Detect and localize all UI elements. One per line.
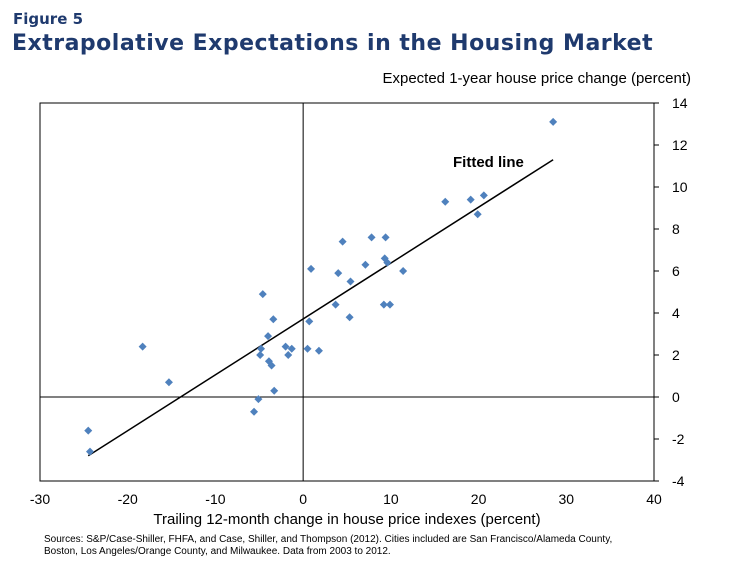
data-point — [367, 233, 376, 242]
data-point — [361, 260, 370, 269]
data-point — [257, 344, 266, 353]
data-point — [479, 191, 488, 200]
data-point — [305, 317, 314, 326]
data-point — [281, 342, 290, 351]
data-point — [164, 378, 173, 387]
x-tick-label: -10 — [205, 491, 225, 507]
data-point — [441, 197, 450, 206]
y-tick-label: 4 — [672, 305, 680, 321]
data-point — [258, 290, 267, 299]
x-tick-label: 40 — [646, 491, 662, 507]
data-point — [399, 267, 408, 275]
axes-layer — [40, 103, 654, 481]
data-point — [466, 195, 475, 204]
data-point — [338, 237, 347, 246]
y-tick-label: 10 — [672, 179, 688, 195]
data-point — [269, 315, 278, 324]
x-tick-label: 20 — [471, 491, 487, 507]
figure-label: Figure 5 — [13, 10, 84, 28]
data-point — [383, 258, 392, 267]
data-point — [284, 351, 293, 359]
data-point — [264, 332, 273, 341]
data-point — [385, 300, 394, 309]
fitted-line-annotation: Fitted line — [453, 154, 524, 171]
x-tick-label: -20 — [118, 491, 138, 507]
x-axis-label: Trailing 12-month change in house price … — [153, 511, 540, 528]
x-tick-label: 30 — [558, 491, 574, 507]
y-tick-label: 14 — [672, 95, 688, 111]
data-point — [314, 346, 323, 355]
y-tick-label: -2 — [672, 431, 685, 447]
data-point — [270, 386, 279, 395]
data-point — [307, 264, 316, 273]
y-tick-label: 12 — [672, 137, 688, 153]
data-point — [85, 447, 94, 456]
x-tick-label: 0 — [299, 491, 307, 507]
y-tick-label: 6 — [672, 263, 680, 279]
data-point — [254, 395, 263, 404]
data-point — [331, 300, 340, 309]
data-point — [256, 351, 265, 359]
data-point — [346, 277, 355, 286]
x-tick-label: 10 — [383, 491, 399, 507]
data-point — [303, 344, 312, 353]
data-point — [267, 361, 276, 370]
y-tick-label: 0 — [672, 389, 680, 405]
chart-title: Extrapolative Expectations in the Housin… — [12, 31, 654, 56]
y-tick-label: -4 — [672, 473, 685, 489]
data-point — [473, 210, 482, 219]
points-layer — [84, 117, 558, 456]
fitted-line-layer — [87, 159, 554, 457]
data-point — [287, 344, 296, 353]
data-point — [381, 233, 390, 242]
plot-frame — [39, 102, 655, 482]
data-point — [138, 342, 147, 351]
data-point — [84, 426, 93, 435]
data-point — [345, 313, 354, 322]
fitted-line — [87, 159, 554, 457]
data-point — [334, 269, 343, 278]
source-note: Sources: S&P/Case-Shiller, FHFA, and Cas… — [44, 534, 613, 557]
data-point — [379, 300, 388, 309]
y-tick-label: 2 — [672, 347, 680, 363]
y-axis-label: Expected 1-year house price change (perc… — [382, 70, 691, 87]
y-tick-label: 8 — [672, 221, 680, 237]
data-point — [549, 117, 558, 126]
data-point — [250, 407, 259, 416]
x-tick-label: -30 — [30, 491, 50, 507]
